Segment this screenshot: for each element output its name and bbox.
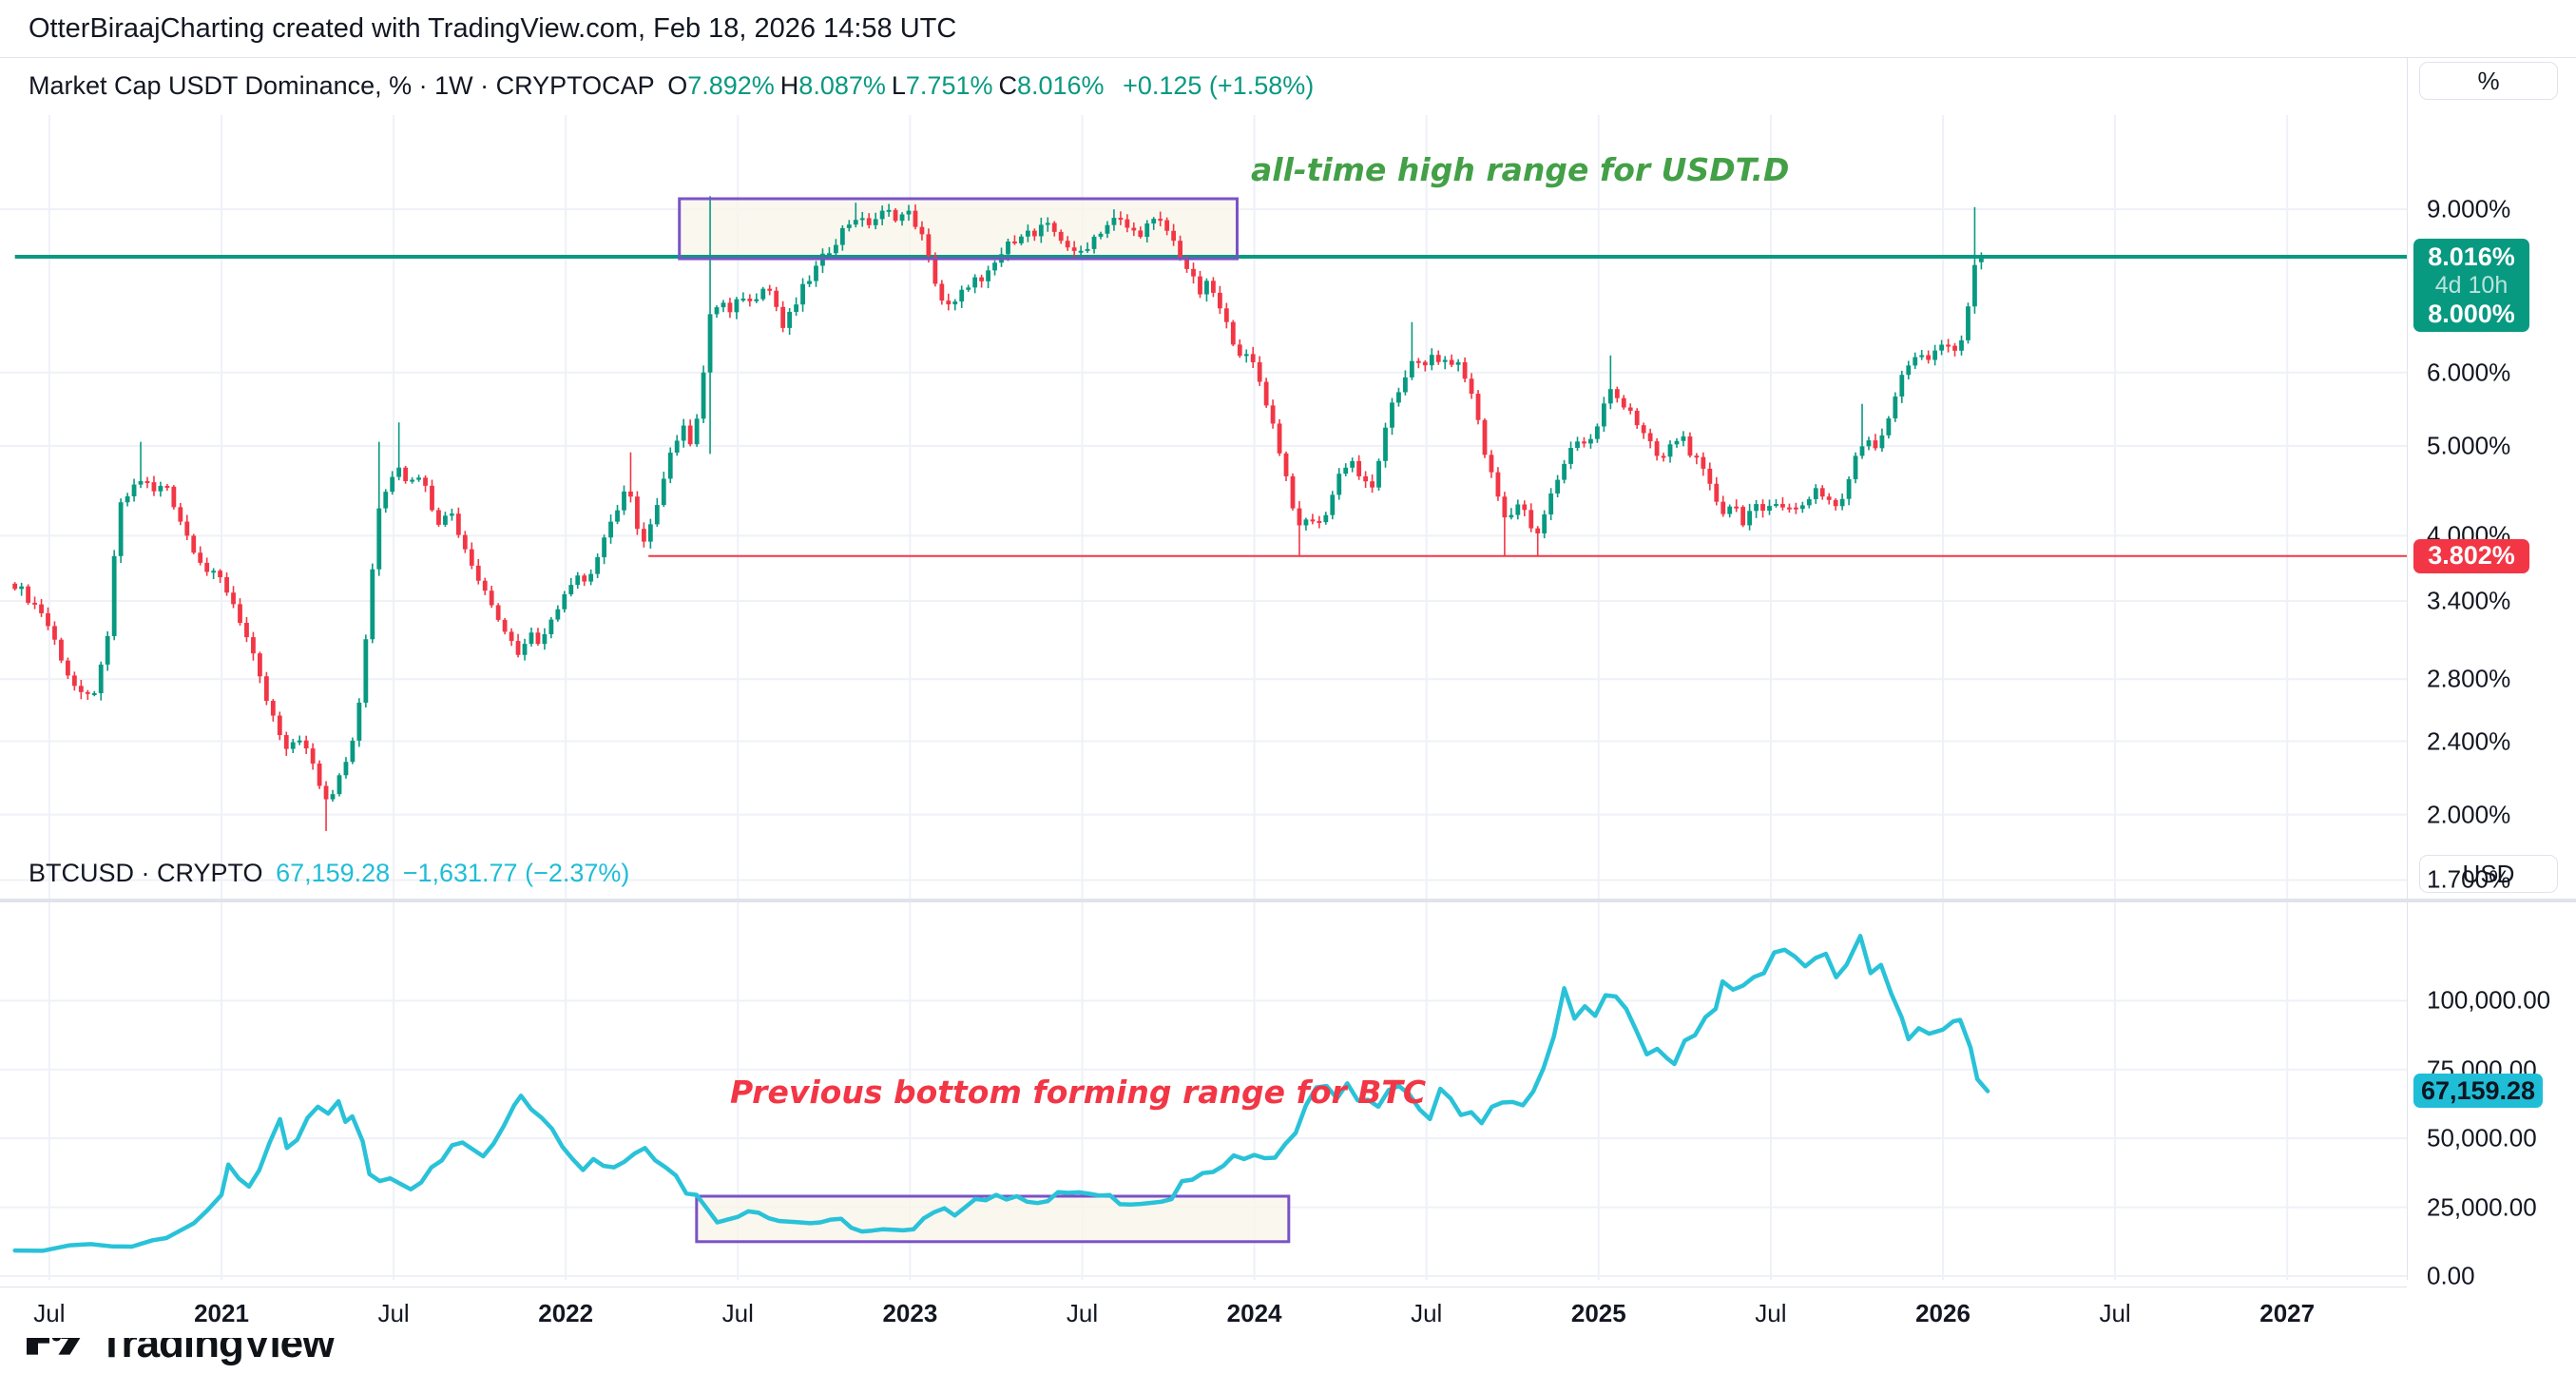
btc-price-text: 67,159.28 bbox=[2420, 1075, 2536, 1105]
bottom-axis-tick: 25,000.00 bbox=[2427, 1192, 2537, 1222]
time-axis-label-2025: 2025 bbox=[1570, 1299, 1626, 1327]
time-axis-label-jul: Jul bbox=[377, 1299, 410, 1327]
ohlc-value-O: 7.892% bbox=[687, 71, 775, 100]
ath-range-annotation[interactable]: all-time high range for USDT.D bbox=[1251, 151, 1790, 188]
btc-symbol-title[interactable]: BTCUSD · CRYPTO bbox=[29, 859, 263, 887]
btc-change: −1,631.77 (−2.37%) bbox=[402, 859, 630, 887]
time-axis-label-2027: 2027 bbox=[2259, 1299, 2316, 1327]
time-axis-label-jul: Jul bbox=[33, 1299, 66, 1327]
top-axis-tick: 2.400% bbox=[2427, 726, 2511, 755]
time-axis-label-jul: Jul bbox=[1411, 1299, 1443, 1327]
ath-range-box-border[interactable] bbox=[678, 197, 1239, 261]
usdt-symbol-title[interactable]: Market Cap USDT Dominance, % · 1W · CRYP… bbox=[29, 71, 655, 100]
time-axis-label-jul: Jul bbox=[721, 1299, 754, 1327]
usdt-price-badge: 8.016% 4d 10h 8.000% bbox=[2413, 239, 2529, 333]
bar-countdown: 4d 10h bbox=[2434, 271, 2509, 299]
time-axis-label-jul: Jul bbox=[1066, 1299, 1099, 1327]
usd-unit-button[interactable]: USD bbox=[2419, 855, 2558, 893]
btc-price-badge: 67,159.28 bbox=[2413, 1074, 2543, 1109]
btcusd-pane[interactable] bbox=[0, 902, 2407, 1287]
ath-range-box[interactable] bbox=[679, 198, 1238, 260]
percent-unit-button[interactable]: % bbox=[2419, 62, 2558, 100]
top-axis-tick: 9.000% bbox=[2427, 194, 2511, 223]
time-axis[interactable]: Jul 2021 Jul 2022 Jul 2023 Jul 2024 Jul 2025 Jul 20… bbox=[0, 1287, 2407, 1338]
top-axis-tick: 5.000% bbox=[2427, 431, 2511, 460]
top-axis-tick: 2.000% bbox=[2427, 800, 2511, 829]
ohlc-label-O: O bbox=[667, 71, 688, 100]
time-axis-label-2024: 2024 bbox=[1226, 1299, 1282, 1327]
ohlc-value-L: 7.751% bbox=[905, 71, 993, 100]
btc-last-price: 67,159.28 bbox=[276, 859, 391, 887]
usdt-ohlc-values: O7.892% H8.087% L7.751% C8.016% bbox=[667, 71, 1109, 100]
ohlc-value-H: 8.087% bbox=[798, 71, 886, 100]
top-axis-tick: 3.400% bbox=[2427, 586, 2511, 615]
usdt-candlestick-series bbox=[12, 196, 1984, 831]
page-title: OtterBiraajCharting created with Trading… bbox=[29, 13, 957, 44]
ohlc-label-L: L bbox=[891, 71, 906, 100]
price-axis[interactable]: % USD 9.000% 6.000% 5.000% 4.000% 3.400% 2.80… bbox=[2407, 58, 2576, 1290]
pane-separator[interactable] bbox=[0, 899, 2576, 902]
btc-price-line[interactable] bbox=[12, 934, 1990, 1253]
bottom-axis-tick: 50,000.00 bbox=[2427, 1123, 2537, 1152]
ohlc-label-C: C bbox=[998, 71, 1017, 100]
top-axis-tick: 2.800% bbox=[2427, 664, 2511, 693]
btc-legend: BTCUSD · CRYPTO 67,159.28 −1,631.77 (−2.… bbox=[29, 859, 635, 888]
time-axis-label-jul: Jul bbox=[1755, 1299, 1787, 1327]
chart-widget: Market Cap USDT Dominance, % · 1W · CRYP… bbox=[0, 57, 2576, 1338]
time-axis-label-jul: Jul bbox=[2099, 1299, 2131, 1327]
usdt-dominance-pane[interactable] bbox=[0, 115, 2407, 899]
bottom-axis-tick: 0.00 bbox=[2427, 1261, 2475, 1290]
red-line-price-text: 3.802% bbox=[2428, 541, 2515, 571]
top-axis-tick: 6.000% bbox=[2427, 358, 2511, 387]
ohlc-label-H: H bbox=[779, 71, 799, 100]
btc-bottom-annotation[interactable]: Previous bottom forming range for BTC bbox=[730, 1074, 1427, 1111]
time-axis-label-2021: 2021 bbox=[194, 1299, 249, 1327]
usdt-change: +0.125 (+1.58%) bbox=[1123, 71, 1315, 100]
usdt-last-price-label: 8.016% bbox=[2428, 242, 2515, 271]
time-axis-label-2022: 2022 bbox=[538, 1299, 594, 1327]
bottom-axis-tick: 100,000.00 bbox=[2427, 985, 2551, 1015]
red-line-price-badge: 3.802% bbox=[2413, 538, 2529, 573]
usdt-legend: Market Cap USDT Dominance, % · 1W · CRYP… bbox=[29, 71, 1319, 101]
btc-bottom-range-box[interactable] bbox=[695, 1194, 1291, 1244]
time-axis-label-2026: 2026 bbox=[1915, 1299, 1970, 1327]
time-axis-label-2023: 2023 bbox=[882, 1299, 938, 1327]
top-axis-tick: 1.700% bbox=[2427, 864, 2511, 894]
green-line-price-label: 8.000% bbox=[2428, 299, 2515, 328]
ohlc-value-C: 8.016% bbox=[1016, 71, 1105, 100]
